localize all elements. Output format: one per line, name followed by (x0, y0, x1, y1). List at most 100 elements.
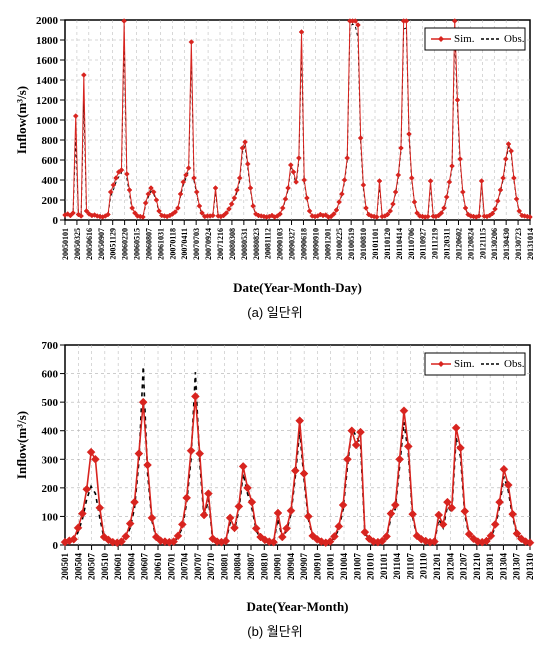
svg-text:201101: 201101 (379, 553, 389, 580)
svg-text:201201: 201201 (432, 553, 442, 581)
svg-text:201001: 201001 (326, 553, 336, 581)
svg-text:200904: 200904 (286, 553, 296, 581)
svg-text:200807: 200807 (246, 553, 256, 581)
svg-text:2000: 2000 (36, 15, 59, 27)
svg-text:700: 700 (42, 340, 59, 352)
svg-text:20130723: 20130723 (514, 228, 523, 260)
svg-text:20081112: 20081112 (264, 228, 273, 259)
svg-text:201110: 201110 (419, 553, 429, 580)
svg-text:201004: 201004 (339, 553, 349, 581)
svg-text:20061031: 20061031 (156, 228, 165, 260)
svg-text:Sim.: Sim. (454, 358, 475, 370)
svg-text:20090103: 20090103 (276, 228, 285, 260)
svg-text:201301: 201301 (485, 553, 495, 581)
svg-text:201207: 201207 (459, 553, 469, 581)
svg-text:20110120: 20110120 (383, 228, 392, 260)
svg-text:20080823: 20080823 (252, 228, 261, 260)
svg-text:20070924: 20070924 (204, 228, 213, 260)
svg-text:20100810: 20100810 (359, 228, 368, 260)
svg-text:1600: 1600 (36, 55, 59, 67)
svg-text:Obs.: Obs. (504, 358, 525, 370)
svg-text:Inflow(m³/s): Inflow(m³/s) (14, 86, 29, 154)
svg-text:20080308: 20080308 (228, 228, 237, 260)
svg-text:200710: 200710 (206, 553, 216, 581)
svg-text:20050101: 20050101 (61, 228, 70, 260)
svg-text:400: 400 (42, 426, 59, 438)
svg-text:200504: 200504 (73, 553, 83, 581)
svg-text:20050616: 20050616 (85, 228, 94, 260)
svg-text:100: 100 (42, 511, 59, 523)
svg-text:20050325: 20050325 (73, 228, 82, 260)
svg-text:201204: 201204 (445, 553, 455, 581)
svg-text:20050907: 20050907 (97, 228, 106, 260)
svg-text:400: 400 (42, 175, 59, 187)
svg-text:20110706: 20110706 (407, 228, 416, 260)
svg-text:200704: 200704 (180, 553, 190, 581)
svg-text:600: 600 (42, 155, 59, 167)
svg-text:20131014: 20131014 (526, 228, 535, 260)
svg-text:20130206: 20130206 (490, 228, 499, 260)
svg-text:200510: 200510 (100, 553, 110, 581)
svg-text:1400: 1400 (36, 75, 59, 87)
svg-text:200: 200 (42, 483, 59, 495)
svg-text:20091201: 20091201 (323, 228, 332, 260)
svg-text:20090910: 20090910 (311, 228, 320, 260)
svg-text:20101101: 20101101 (371, 228, 380, 260)
svg-text:200707: 200707 (193, 553, 203, 581)
svg-text:200910: 200910 (312, 553, 322, 581)
caption-b: (b) 월단위 (10, 621, 540, 640)
svg-text:201104: 201104 (392, 553, 402, 580)
svg-text:Inflow(m³/s): Inflow(m³/s) (14, 411, 29, 479)
svg-text:20110414: 20110414 (395, 228, 404, 260)
svg-text:20121115: 20121115 (478, 228, 487, 259)
svg-text:201007: 201007 (352, 553, 362, 581)
caption-a: (a) 일단위 (10, 302, 540, 321)
monthly-chart: 0100200300400500600700200501200504200507… (10, 335, 540, 615)
svg-text:200804: 200804 (233, 553, 243, 581)
svg-text:0: 0 (53, 540, 59, 552)
svg-text:20120824: 20120824 (466, 228, 475, 260)
svg-text:20080531: 20080531 (240, 228, 249, 260)
svg-text:20090618: 20090618 (299, 228, 308, 260)
svg-text:1200: 1200 (36, 95, 59, 107)
svg-text:20070118: 20070118 (168, 228, 177, 260)
svg-text:20120311: 20120311 (443, 228, 452, 260)
svg-text:20120602: 20120602 (454, 228, 463, 260)
svg-text:Sim.: Sim. (454, 33, 475, 45)
svg-text:20051129: 20051129 (109, 228, 118, 260)
svg-text:Obs.: Obs. (504, 33, 525, 45)
svg-text:20060807: 20060807 (144, 228, 153, 260)
svg-text:20070411: 20070411 (180, 228, 189, 260)
svg-text:200810: 200810 (259, 553, 269, 581)
svg-text:201010: 201010 (366, 553, 376, 581)
svg-text:20071216: 20071216 (216, 228, 225, 260)
svg-text:200901: 200901 (273, 553, 283, 581)
svg-text:200801: 200801 (219, 553, 229, 581)
svg-text:20100225: 20100225 (335, 228, 344, 260)
svg-text:20060515: 20060515 (133, 228, 142, 260)
svg-text:201307: 201307 (512, 553, 522, 581)
svg-text:1000: 1000 (36, 115, 59, 127)
svg-text:20130430: 20130430 (502, 228, 511, 260)
svg-text:800: 800 (42, 135, 59, 147)
svg-text:20070703: 20070703 (192, 228, 201, 260)
svg-text:200601: 200601 (113, 553, 123, 581)
svg-text:201304: 201304 (498, 553, 508, 581)
daily-chart: 0200400600800100012001400160018002000200… (10, 10, 540, 296)
svg-text:500: 500 (42, 397, 59, 409)
svg-text:1800: 1800 (36, 35, 59, 47)
svg-text:200501: 200501 (60, 553, 70, 581)
svg-text:20111219: 20111219 (431, 228, 440, 259)
svg-text:200610: 200610 (153, 553, 163, 581)
svg-text:20060220: 20060220 (121, 228, 130, 260)
svg-text:300: 300 (42, 454, 59, 466)
svg-text:20090327: 20090327 (288, 228, 297, 260)
svg-text:20110927: 20110927 (419, 228, 428, 260)
svg-text:200604: 200604 (126, 553, 136, 581)
svg-text:20100519: 20100519 (347, 228, 356, 260)
svg-text:Date(Year-Month): Date(Year-Month) (246, 599, 348, 614)
svg-text:201210: 201210 (472, 553, 482, 581)
svg-text:200507: 200507 (87, 553, 97, 581)
svg-text:201310: 201310 (525, 553, 535, 581)
svg-text:200607: 200607 (140, 553, 150, 581)
